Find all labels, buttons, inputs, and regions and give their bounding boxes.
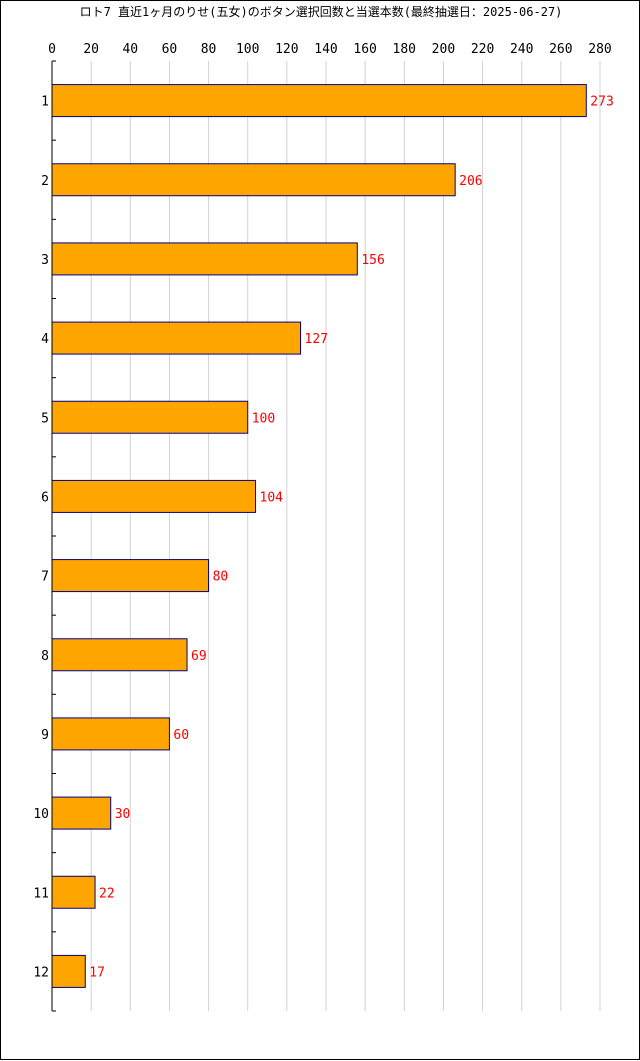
- bar: [51, 638, 188, 672]
- data-label: 156: [361, 253, 384, 268]
- category-label: 1: [41, 95, 49, 110]
- bar: [51, 84, 587, 118]
- category-label: 9: [41, 728, 49, 743]
- bar: [51, 479, 257, 513]
- category-label: 2: [41, 174, 49, 189]
- category-label: 8: [41, 649, 49, 664]
- data-label: 60: [173, 728, 189, 743]
- data-label: 273: [590, 95, 613, 110]
- grid-layer: [90, 61, 601, 1011]
- data-label-layer: 273 206 156 127 100 104 80 69 60 30 22 17: [89, 95, 614, 981]
- x-tick-label: 200: [432, 42, 455, 57]
- category-label: 11: [33, 886, 49, 901]
- data-label: 100: [252, 411, 275, 426]
- category-label: 4: [41, 332, 49, 347]
- x-tick-label: 60: [162, 42, 178, 57]
- bar: [51, 559, 210, 593]
- x-tick-label: 140: [314, 42, 337, 57]
- x-tick-label: 180: [393, 42, 416, 57]
- x-tick-label: 220: [471, 42, 494, 57]
- x-tick-label: 0: [48, 42, 56, 57]
- data-label: 206: [459, 174, 482, 189]
- category-label: 7: [41, 570, 49, 585]
- x-tick-label: 100: [236, 42, 259, 57]
- category-label: 5: [41, 411, 49, 426]
- data-label: 80: [213, 570, 229, 585]
- axis-layer: [51, 60, 56, 1012]
- data-label: 127: [305, 332, 328, 347]
- data-label: 69: [191, 649, 207, 664]
- data-label: 17: [89, 965, 105, 980]
- x-tick-label: 280: [588, 42, 611, 57]
- x-tick-label: 80: [201, 42, 217, 57]
- bar: [51, 717, 170, 751]
- bar: [51, 875, 96, 909]
- category-label: 6: [41, 490, 49, 505]
- x-tick-label: 120: [275, 42, 298, 57]
- x-tick-label: 260: [549, 42, 572, 57]
- x-tick-label: 40: [122, 42, 138, 57]
- bar: [51, 400, 249, 434]
- x-tick-label: 160: [353, 42, 376, 57]
- data-label: 104: [260, 490, 284, 505]
- bar: [51, 796, 112, 830]
- x-tick-label: 240: [510, 42, 533, 57]
- bar: [51, 954, 86, 988]
- category-label: 12: [33, 965, 49, 980]
- bar-layer: [51, 84, 587, 988]
- bar: [51, 321, 302, 355]
- x-axis-ticks: 0 20 40 60 80 100 120 140 160 180 200 220 240 260 280: [48, 42, 612, 57]
- data-label: 30: [115, 807, 131, 822]
- category-label: 10: [33, 807, 49, 822]
- bar: [51, 163, 456, 197]
- chart-title: ロト7 直近1ヶ月のりせ(五女)のボタン選択回数と当選本数(最終抽選日：2025…: [80, 4, 563, 19]
- data-label: 22: [99, 886, 115, 901]
- category-label: 3: [41, 253, 49, 268]
- bar: [51, 242, 358, 276]
- x-tick-label: 20: [83, 42, 99, 57]
